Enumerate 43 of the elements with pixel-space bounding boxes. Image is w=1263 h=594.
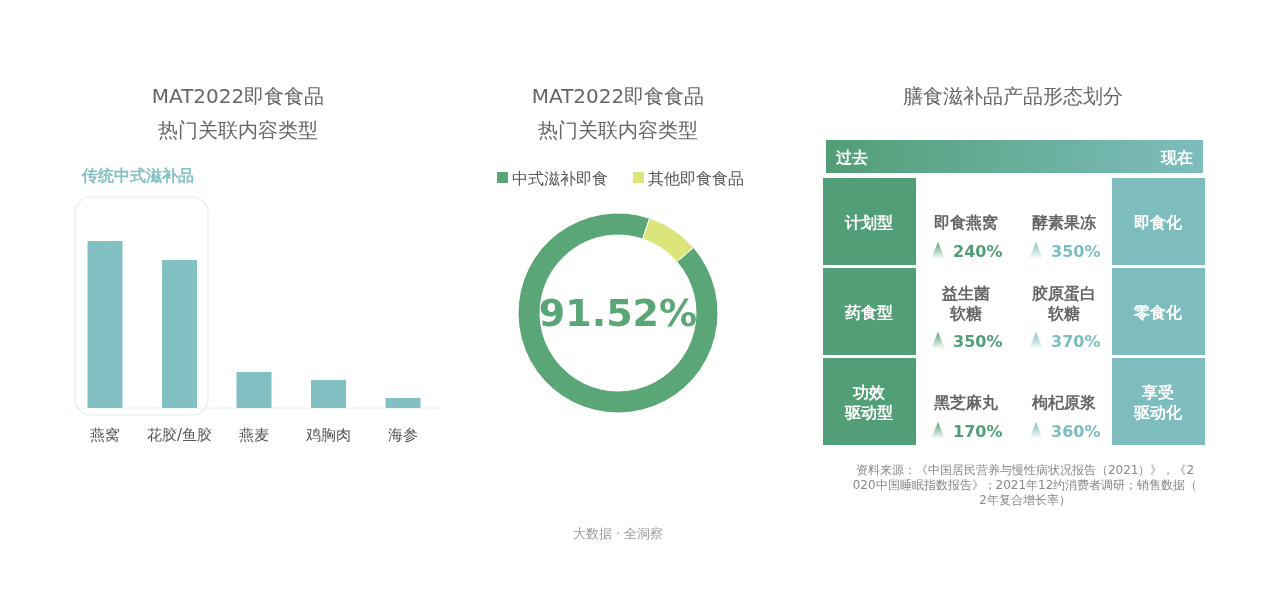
text: 益生菌软糖 [941,283,990,323]
text: 360% [1051,421,1101,441]
text: 膳食滋补品产品形态划分 [903,84,1123,108]
text: 240% [953,241,1003,261]
text: 零食化 [1133,302,1183,321]
bar [162,260,197,408]
donut-slice [517,212,719,414]
text: 350% [953,331,1003,351]
legend-label: 其他即食食品 [648,168,744,188]
text: 功效驱动型 [844,382,893,421]
bar [236,371,272,408]
text: 170% [953,421,1003,441]
text: 资料来源：《中国居民营养与慢性病状况报告（2021）》，《2020中国睡眠指数报告》；2021年12约消费者调研；销售数据（2年复合增长率） [852,463,1198,507]
text: 酵素果冻 [1032,212,1097,232]
text: 现在 [1160,147,1193,167]
text: 370% [1051,331,1101,351]
text: 过去 [835,147,868,167]
text: 传统中式滋补品 [81,165,194,185]
bar [311,379,346,408]
text: 350% [1051,241,1101,261]
text: 即食化 [1134,212,1183,231]
bar [385,397,421,408]
x-tick-label: 花胶/鱼胶 [146,426,213,444]
x-tick-label: 燕麦 [239,426,269,444]
x-tick-label: 燕窝 [90,426,120,444]
bar [87,241,123,408]
text: 胶原蛋白软糖 [1031,283,1096,323]
text: 大数据 · 全洞察 [572,525,664,541]
text: 黑芝麻丸 [933,392,998,412]
x-tick-label: 海参 [388,426,418,444]
text: 枸杞原浆 [1031,392,1096,412]
text: 计划型 [844,212,893,231]
chart-subtitle: 热门关联内容类型 [158,118,318,142]
chart-title: MAT2022即食食品 [151,84,325,108]
legend-label: 中式滋补即食 [512,168,608,188]
chart-subtitle: 热门关联内容类型 [538,118,698,142]
text: 享受驱动化 [1133,382,1183,421]
data-label: 91.52% [538,291,698,335]
donut-slice [642,217,694,263]
x-tick-label: 鸡胸肉 [305,426,351,444]
text: 即食燕窝 [934,212,998,232]
text: 药食型 [844,302,893,321]
chart-title: MAT2022即食食品 [531,84,705,108]
